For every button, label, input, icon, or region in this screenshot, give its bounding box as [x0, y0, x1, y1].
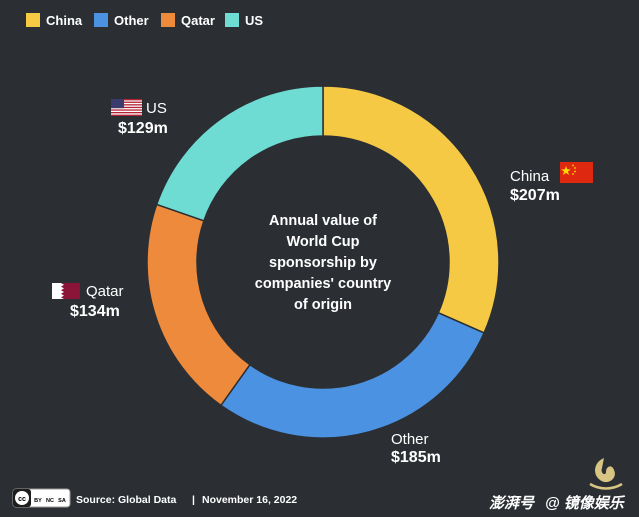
aljazeera-logo-icon: [589, 458, 623, 490]
us-flag-icon: [111, 99, 142, 116]
donut-slices: [146, 85, 500, 439]
svg-text:澎湃号: 澎湃号: [489, 495, 536, 512]
footer-separator: |: [192, 494, 195, 506]
center-text-line: sponsorship by: [269, 255, 377, 271]
legend-label-qatar: Qatar: [181, 13, 215, 28]
footer-date: November 16, 2022: [202, 494, 297, 506]
slice-label-us-value: $129m: [118, 120, 168, 137]
slice-label-qatar-name: Qatar: [86, 283, 124, 300]
slice-qatar: [146, 203, 251, 407]
cc-license-badge: cc BY NC SA: [12, 488, 71, 508]
slice-us: [155, 85, 324, 222]
cc-badge-sa: SA: [58, 498, 66, 504]
legend-label-other: Other: [114, 13, 149, 28]
legend-label-china: China: [46, 13, 83, 28]
cc-badge-nc: NC: [46, 498, 54, 504]
center-text-line: of origin: [294, 297, 352, 313]
slice-china: [322, 85, 500, 334]
watermark-text: @ 镜像娱乐: [545, 494, 626, 512]
slice-label-us-name: US: [146, 100, 167, 117]
slice-labels: China $207m Other $185m Qatar $134m: [52, 99, 593, 466]
qatar-flag-icon: [52, 283, 80, 299]
legend: China Other Qatar US: [26, 13, 263, 28]
legend-swatch-china: [26, 13, 40, 27]
legend-label-us: US: [245, 13, 263, 28]
slice-label-qatar-value: $134m: [70, 303, 120, 320]
legend-swatch-qatar: [161, 13, 175, 27]
legend-swatch-other: [94, 13, 108, 27]
footer: cc BY NC SA Source: Global Data | Novemb…: [12, 488, 297, 508]
watermark-logo-icon: 澎湃号: [489, 495, 536, 512]
slice-label-china-value: $207m: [510, 187, 560, 204]
slice-label-china-name: China: [510, 168, 550, 185]
legend-swatch-us: [225, 13, 239, 27]
center-text-line: Annual value of: [269, 213, 377, 229]
footer-source: Source: Global Data: [76, 494, 177, 506]
watermark: 澎湃号 @ 镜像娱乐: [489, 494, 626, 512]
slice-other: [219, 311, 486, 439]
cc-badge-by: BY: [34, 498, 42, 504]
slice-label-other-value: $185m: [391, 449, 441, 466]
center-caption: Annual value of World Cup sponsorship by co…: [255, 213, 391, 313]
china-flag-icon: [560, 162, 593, 183]
center-text-line: World Cup: [286, 234, 359, 250]
slice-label-other-name: Other: [391, 431, 429, 448]
cc-badge-cc: cc: [18, 496, 26, 503]
center-text-line: companies' country: [255, 276, 391, 292]
